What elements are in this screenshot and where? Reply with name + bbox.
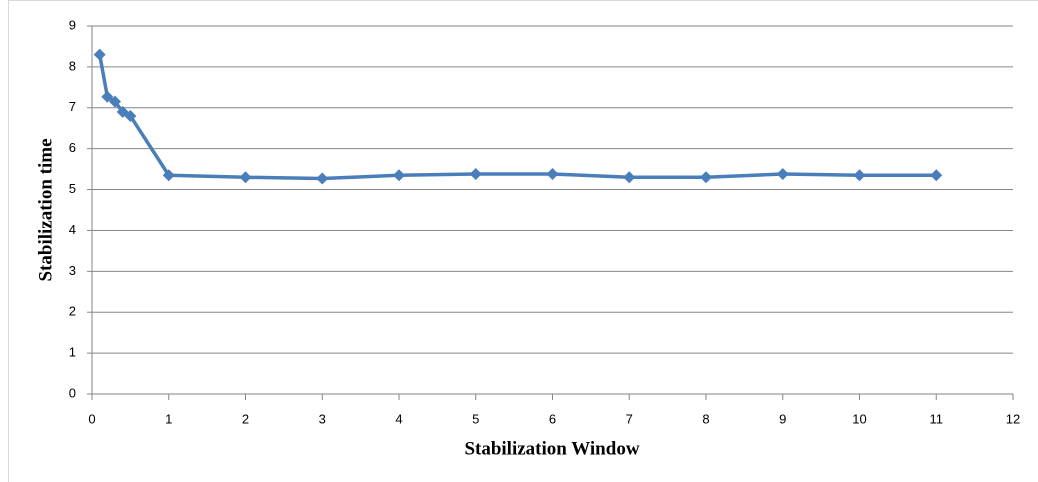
data-point <box>853 169 866 182</box>
x-tick-label: 11 <box>930 411 944 426</box>
x-tick-label: 5 <box>472 411 479 426</box>
data-point <box>124 109 137 122</box>
data-point <box>393 169 405 182</box>
x-axis-title: Stabilization Window <box>464 438 639 459</box>
data-point <box>162 169 175 182</box>
data-point <box>546 168 559 181</box>
x-tick-label: 9 <box>779 411 786 426</box>
x-tick-label: 0 <box>88 411 95 426</box>
x-tick-label: 7 <box>626 411 633 426</box>
y-tick-label: 4 <box>69 222 76 237</box>
data-point <box>700 171 712 184</box>
x-tick-label: 4 <box>395 411 402 426</box>
data-point <box>776 168 789 181</box>
data-point <box>239 171 252 184</box>
data-point <box>93 48 106 61</box>
y-tick-label: 8 <box>69 58 76 73</box>
data-point <box>930 169 943 182</box>
y-tick-label: 3 <box>69 263 76 278</box>
data-point <box>316 172 329 185</box>
x-tick-label: 3 <box>319 411 326 426</box>
x-tick-label: 8 <box>702 411 709 426</box>
y-tick-label: 5 <box>69 181 76 196</box>
data-point <box>101 90 114 103</box>
x-tick-label: 6 <box>549 411 556 426</box>
data-point <box>469 168 482 181</box>
x-tick-label: 10 <box>852 411 866 426</box>
y-tick-label: 7 <box>69 99 76 114</box>
x-tick-label: 12 <box>1006 411 1020 426</box>
y-tick-label: 0 <box>69 385 76 400</box>
data-point <box>623 171 636 184</box>
data-line <box>97 54 937 181</box>
y-tick-label: 1 <box>69 345 76 360</box>
chart-border <box>8 0 1038 482</box>
y-tick-label: 2 <box>69 304 76 319</box>
x-tick-label: 1 <box>165 411 172 426</box>
x-tick-label: 2 <box>242 411 249 426</box>
y-axis-title: Stabilization time <box>35 138 56 281</box>
y-tick-label: 9 <box>69 17 76 32</box>
data-point <box>109 95 122 108</box>
y-tick-label: 6 <box>69 140 76 155</box>
